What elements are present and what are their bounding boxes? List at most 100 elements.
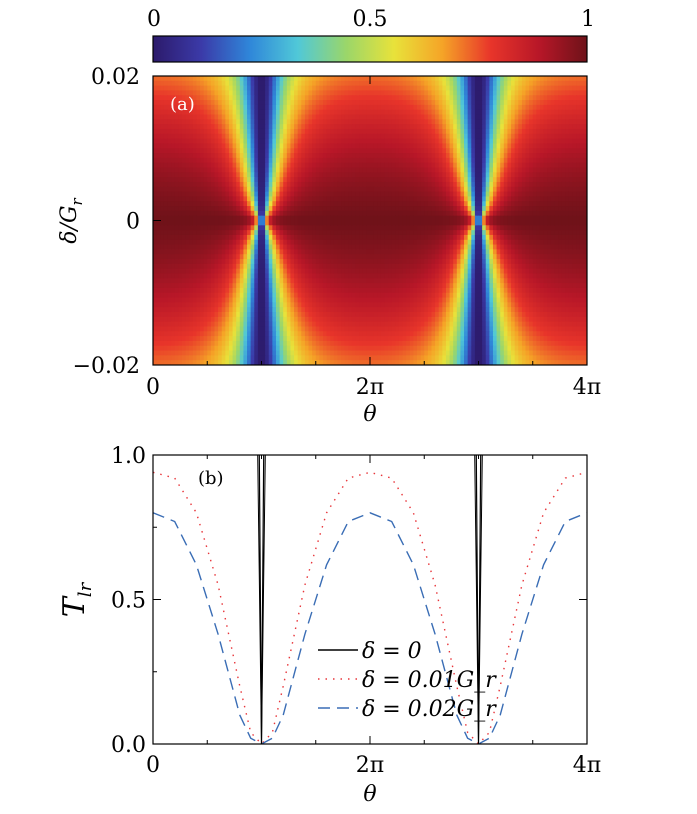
heatmap-cell	[160, 172, 165, 178]
heatmap-cell	[518, 268, 523, 275]
heatmap-cell	[424, 148, 429, 154]
heatmap-cell	[254, 273, 259, 279]
heatmap-cell	[583, 162, 587, 169]
heatmap-cell	[200, 104, 205, 111]
heatmap-cell	[243, 138, 248, 145]
heatmap-cell	[236, 268, 241, 275]
heatmap-cell	[525, 119, 530, 125]
heatmap-cell	[496, 153, 501, 159]
heatmap-cell	[290, 210, 295, 217]
heatmap-cell	[254, 172, 259, 178]
heatmap-cell	[214, 230, 219, 236]
heatmap-cell	[373, 124, 378, 130]
heatmap-cell	[351, 80, 357, 87]
heatmap-cell	[529, 128, 534, 135]
heatmap-cell	[547, 234, 552, 241]
heatmap-cell	[518, 133, 523, 140]
heatmap-cell	[185, 124, 190, 130]
heatmap-cell	[543, 201, 548, 207]
heatmap-cell	[518, 143, 523, 149]
heatmap-cell	[261, 263, 266, 270]
heatmap-cell	[518, 220, 523, 226]
heatmap-cell	[160, 133, 165, 140]
heatmap-cell	[200, 157, 205, 164]
heatmap-cell	[265, 210, 270, 217]
heatmap-cell	[561, 95, 566, 101]
heatmap-cell	[478, 220, 483, 226]
heatmap-cell	[312, 162, 317, 169]
heatmap-cell	[153, 162, 158, 169]
heatmap-cell	[417, 119, 422, 125]
heatmap-cell	[565, 148, 570, 154]
heatmap-cell	[579, 234, 584, 241]
heatmap-cell	[189, 100, 194, 106]
heatmap-cell	[214, 138, 219, 145]
heatmap-cell	[395, 114, 400, 120]
heatmap-cell	[257, 172, 263, 178]
heatmap-cell	[492, 196, 498, 202]
heatmap-cell	[572, 133, 577, 140]
heatmap-cell	[279, 109, 284, 116]
heatmap-cell	[341, 100, 346, 106]
heatmap-cell	[370, 119, 375, 125]
heatmap-cell	[503, 104, 509, 111]
heatmap-cell	[503, 119, 509, 125]
heatmap-cell	[236, 259, 241, 265]
heatmap-cell	[445, 114, 451, 120]
heatmap-cell	[294, 181, 299, 188]
heatmap-cell	[503, 196, 509, 202]
heatmap-cell	[409, 230, 414, 236]
heatmap-cell	[398, 76, 404, 82]
heatmap-cell	[373, 186, 378, 193]
heatmap-cell	[511, 230, 516, 236]
heatmap-cell	[203, 76, 208, 82]
heatmap-cell	[181, 244, 187, 250]
heatmap-cell	[554, 109, 559, 116]
heatmap-cell	[438, 162, 443, 169]
heatmap-cell	[572, 80, 577, 87]
heatmap-cell	[297, 196, 302, 202]
heatmap-cell	[189, 124, 194, 130]
heatmap-cell	[301, 76, 306, 82]
heatmap-cell	[370, 177, 375, 183]
heatmap-cell	[171, 172, 176, 178]
heatmap-cell	[391, 76, 396, 82]
heatmap-cell	[420, 148, 425, 154]
heatmap-cell	[471, 133, 476, 140]
heatmap-cell	[189, 196, 194, 202]
heatmap-cell	[561, 249, 566, 255]
heatmap-cell	[228, 172, 234, 178]
heatmap-cell	[398, 234, 404, 241]
heatmap-cell	[442, 167, 447, 173]
heatmap-cell	[207, 80, 212, 87]
heatmap-cell	[232, 225, 237, 231]
heatmap-cell	[181, 167, 187, 173]
heatmap-cell	[431, 138, 436, 145]
heatmap-cell	[250, 177, 255, 183]
heatmap-cell	[160, 263, 165, 270]
heatmap-cell	[348, 268, 353, 275]
heatmap-cell	[279, 128, 284, 135]
heatmap-cell	[181, 85, 187, 92]
heatmap-cell	[337, 249, 342, 255]
heatmap-cell	[297, 220, 302, 226]
heatmap-cell	[355, 239, 360, 246]
heatmap-cell	[547, 181, 552, 188]
heatmap-cell	[167, 254, 172, 260]
heatmap-cell	[301, 133, 306, 140]
heatmap-cell	[218, 206, 223, 212]
heatmap-cell	[456, 210, 462, 217]
heatmap-cell	[384, 167, 389, 173]
heatmap-cell	[156, 201, 161, 207]
heatmap-cell	[489, 104, 494, 111]
heatmap-cell	[315, 201, 320, 207]
heatmap-cell	[518, 90, 523, 96]
heatmap-cell	[283, 225, 288, 231]
heatmap-cell	[388, 148, 393, 154]
heatmap-cell	[518, 181, 523, 188]
heatmap-cell	[485, 177, 490, 183]
heatmap-cell	[402, 124, 407, 130]
heatmap-cell	[384, 220, 389, 226]
heatmap-cell	[554, 162, 559, 169]
heatmap-cell	[333, 263, 339, 270]
